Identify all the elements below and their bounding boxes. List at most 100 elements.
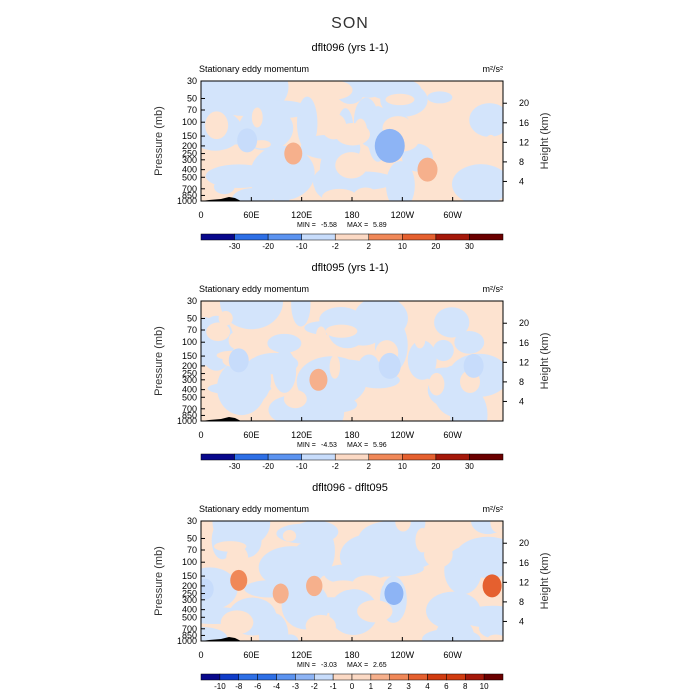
min-value: -4.53 bbox=[321, 442, 337, 449]
y-tick-label: 150 bbox=[182, 131, 197, 141]
y-tick-label: 250 bbox=[182, 149, 197, 159]
y-axis-label: Pressure (mb) bbox=[153, 106, 165, 176]
colorbar-label: -20 bbox=[262, 242, 274, 251]
positive-patch bbox=[328, 580, 358, 591]
x-tick-label: 180 bbox=[344, 430, 359, 440]
positive-patch bbox=[220, 610, 254, 635]
colorbar-box bbox=[200, 233, 235, 241]
negative-patch bbox=[358, 521, 426, 557]
y-tick-label: 200 bbox=[182, 141, 197, 151]
positive-patch bbox=[354, 406, 367, 421]
y-tick-label: 50 bbox=[187, 313, 197, 323]
field-feature bbox=[272, 583, 289, 604]
colorbar-box bbox=[295, 673, 315, 681]
colorbar-box bbox=[402, 233, 437, 241]
x-tick-label: 120E bbox=[291, 650, 312, 660]
x-tick-label: 120W bbox=[391, 430, 415, 440]
positive-patch bbox=[335, 152, 368, 179]
colorbar-label: 0 bbox=[350, 682, 355, 691]
y-tick-label: 30 bbox=[187, 76, 197, 86]
colorbar-box bbox=[389, 673, 409, 681]
topography bbox=[201, 637, 241, 641]
x-tick-label: 0 bbox=[198, 210, 203, 220]
positive-patch bbox=[352, 575, 385, 591]
colorbar-box bbox=[435, 233, 470, 241]
y-tick-label: 70 bbox=[187, 325, 197, 335]
x-tick-label: 120W bbox=[391, 210, 415, 220]
positive-patch bbox=[283, 389, 307, 409]
positive-patch bbox=[329, 355, 341, 379]
negative-patch bbox=[426, 591, 481, 630]
colorbar-box bbox=[267, 453, 302, 461]
colorbar-label: -4 bbox=[273, 682, 281, 691]
colorbar-label: 8 bbox=[463, 682, 468, 691]
negative-patch bbox=[289, 562, 311, 602]
colorbar-box bbox=[276, 673, 296, 681]
units-label: m²/s² bbox=[483, 64, 504, 74]
positive-patch bbox=[351, 187, 380, 201]
y-right-tick-label: 8 bbox=[519, 157, 524, 167]
y-tick-label: 850 bbox=[182, 630, 197, 640]
negative-patch bbox=[385, 161, 415, 201]
positive-patch bbox=[325, 324, 358, 338]
colorbar-label: 2 bbox=[388, 682, 393, 691]
contour-field bbox=[201, 521, 503, 641]
positive-patch bbox=[322, 188, 357, 201]
contour-field bbox=[201, 81, 503, 201]
field-feature bbox=[309, 368, 328, 391]
min-label: MIN = bbox=[297, 222, 316, 229]
negative-patch bbox=[295, 541, 325, 561]
positive-patch bbox=[282, 530, 297, 542]
field-feature bbox=[230, 569, 248, 591]
y-tick-label: 100 bbox=[182, 337, 197, 347]
colorbar-box bbox=[257, 673, 277, 681]
positive-patch bbox=[226, 545, 249, 572]
y-right-tick-label: 12 bbox=[519, 137, 529, 147]
negative-patch bbox=[267, 333, 302, 353]
colorbar-box bbox=[314, 673, 334, 681]
topography bbox=[201, 197, 241, 201]
colorbar-label: -10 bbox=[214, 682, 226, 691]
negative-patch bbox=[241, 81, 263, 92]
colorbar-box bbox=[351, 673, 372, 681]
x-tick-label: 60E bbox=[243, 210, 259, 220]
colorbar-box bbox=[301, 233, 336, 241]
y-right-tick-label: 4 bbox=[519, 616, 524, 626]
colorbar-label: -8 bbox=[235, 682, 243, 691]
field-feature bbox=[417, 157, 438, 182]
topography bbox=[201, 417, 241, 421]
colorbar-label: 2 bbox=[367, 462, 372, 471]
colorbar-box bbox=[469, 453, 504, 461]
panel-2: dflt095 (yrs 1-1)Stationary eddy momentu… bbox=[153, 262, 551, 471]
field-feature bbox=[237, 128, 258, 153]
field-feature bbox=[378, 352, 401, 379]
negative-patch bbox=[213, 179, 235, 195]
colorbar-box bbox=[370, 673, 390, 681]
max-value: 5.89 bbox=[373, 222, 387, 229]
colorbar-box bbox=[368, 233, 403, 241]
field-feature bbox=[284, 142, 303, 165]
positive-patch bbox=[316, 326, 327, 344]
max-value: 5.96 bbox=[373, 442, 387, 449]
negative-patch bbox=[217, 360, 266, 416]
min-value: -5.58 bbox=[321, 222, 337, 229]
negative-patch bbox=[324, 564, 362, 584]
colorbar-label: 10 bbox=[398, 462, 407, 471]
colorbar-label: -2 bbox=[332, 242, 340, 251]
units-label: m²/s² bbox=[483, 504, 504, 514]
contour-field bbox=[201, 301, 503, 421]
x-tick-label: 180 bbox=[344, 210, 359, 220]
positive-patch bbox=[415, 528, 430, 553]
y-tick-label: 50 bbox=[187, 533, 197, 543]
y-tick-label: 1000 bbox=[177, 636, 197, 646]
positive-patch bbox=[315, 81, 353, 100]
y-tick-label: 500 bbox=[182, 392, 197, 402]
colorbar-box bbox=[200, 453, 235, 461]
min-value: -3.03 bbox=[321, 662, 337, 669]
colorbar-label: 3 bbox=[406, 682, 411, 691]
colorbar-label: -3 bbox=[292, 682, 300, 691]
negative-patch bbox=[273, 181, 290, 201]
colorbar-label: -20 bbox=[262, 462, 274, 471]
negative-patch bbox=[266, 570, 286, 588]
y-axis-label: Pressure (mb) bbox=[153, 326, 165, 396]
